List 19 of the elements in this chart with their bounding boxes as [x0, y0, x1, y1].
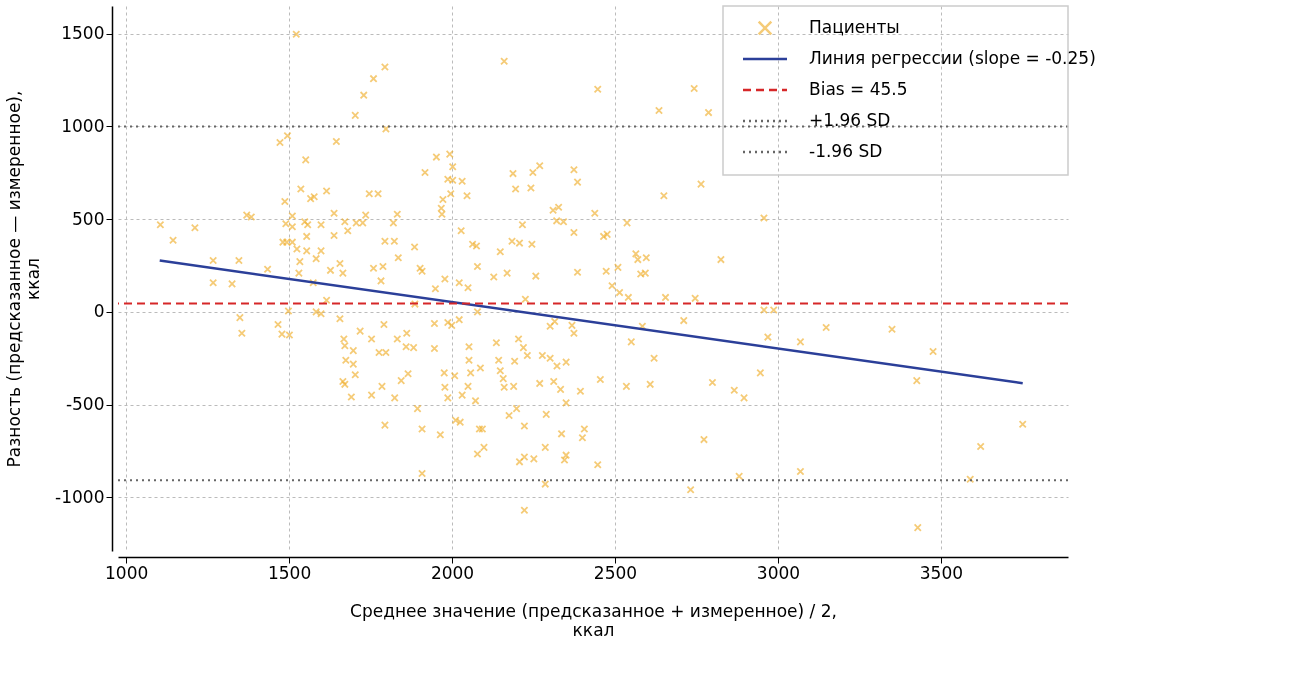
y-axis-title: Разность (предсказанное — измеренное), ккал: [4, 90, 44, 468]
x-tick-label: 3000: [756, 562, 801, 583]
x-tick-label: 1000: [105, 562, 149, 583]
legend-label: Пациенты: [809, 17, 900, 37]
x-axis-title: Среднее значение (предсказанное + измеренное) / 2, ккал: [350, 600, 837, 640]
x-tick-label: 1500: [267, 562, 312, 583]
ref-line-label: +1.96 SD: [809, 110, 891, 130]
x-tick-label: 2500: [593, 562, 638, 583]
y-tick-label: 1500: [61, 23, 105, 44]
y-tick-label: -1000: [55, 486, 105, 507]
y-tick-label: 0: [93, 301, 105, 322]
legend-label: -1.96 SD: [809, 141, 883, 161]
y-tick-label: 500: [72, 208, 105, 229]
legend-label: Линия регрессии (slope = -0.25): [809, 48, 1096, 68]
y-tick-label: -500: [65, 394, 105, 415]
legend-label: Bias = 45.5: [809, 79, 908, 99]
y-tick-label: 1000: [61, 115, 105, 136]
x-tick-label: 2000: [430, 562, 475, 583]
x-tick-label: 3500: [919, 562, 964, 583]
